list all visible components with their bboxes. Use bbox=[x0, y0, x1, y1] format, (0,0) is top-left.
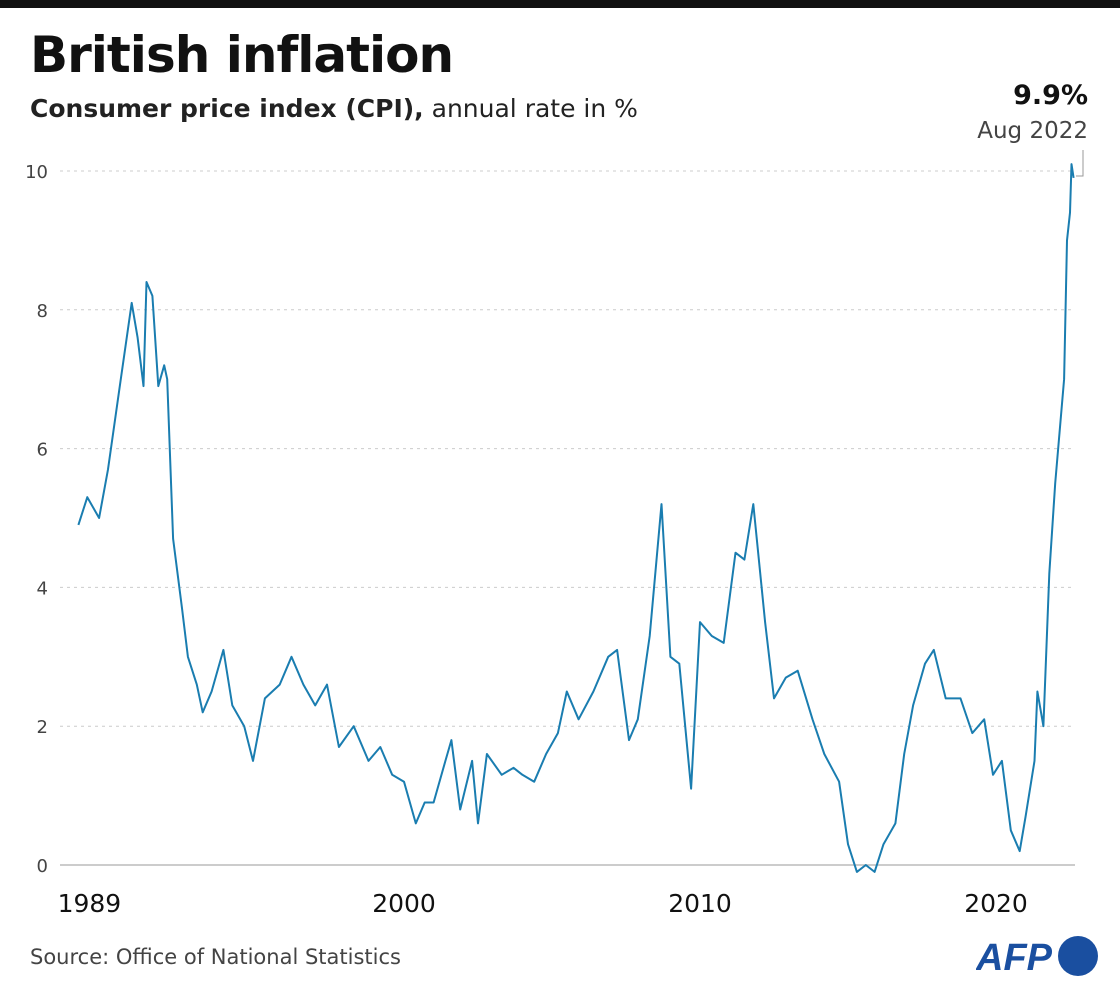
annotation-leader bbox=[1076, 150, 1084, 177]
y-tick-label: 8 bbox=[37, 301, 48, 322]
x-tick-label: 2010 bbox=[668, 889, 732, 918]
y-tick-label: 6 bbox=[37, 440, 48, 461]
y-tick-label: 2 bbox=[37, 717, 48, 738]
y-tick-label: 0 bbox=[37, 856, 48, 877]
chart-title: British inflation bbox=[30, 26, 454, 84]
x-tick-label: 2000 bbox=[372, 889, 436, 918]
y-tick-label: 4 bbox=[37, 578, 48, 599]
afp-logo: AFP bbox=[976, 936, 1098, 978]
cpi-series-line bbox=[77, 163, 1075, 873]
annotation-value: 9.9% bbox=[1013, 80, 1088, 111]
x-tick-label: 2020 bbox=[964, 889, 1028, 918]
y-tick-label: 10 bbox=[25, 162, 48, 183]
svg-text:AFP: AFP bbox=[976, 937, 1053, 978]
subtitle-bold: Consumer price index (CPI), bbox=[30, 94, 424, 123]
annotation-date: Aug 2022 bbox=[977, 118, 1088, 144]
subtitle-rest: annual rate in % bbox=[423, 94, 638, 123]
x-tick-label: 1989 bbox=[58, 889, 122, 918]
chart-subtitle: Consumer price index (CPI), annual rate … bbox=[30, 94, 638, 123]
top-bar bbox=[0, 0, 1120, 8]
source-note: Source: Office of National Statistics bbox=[30, 945, 401, 969]
